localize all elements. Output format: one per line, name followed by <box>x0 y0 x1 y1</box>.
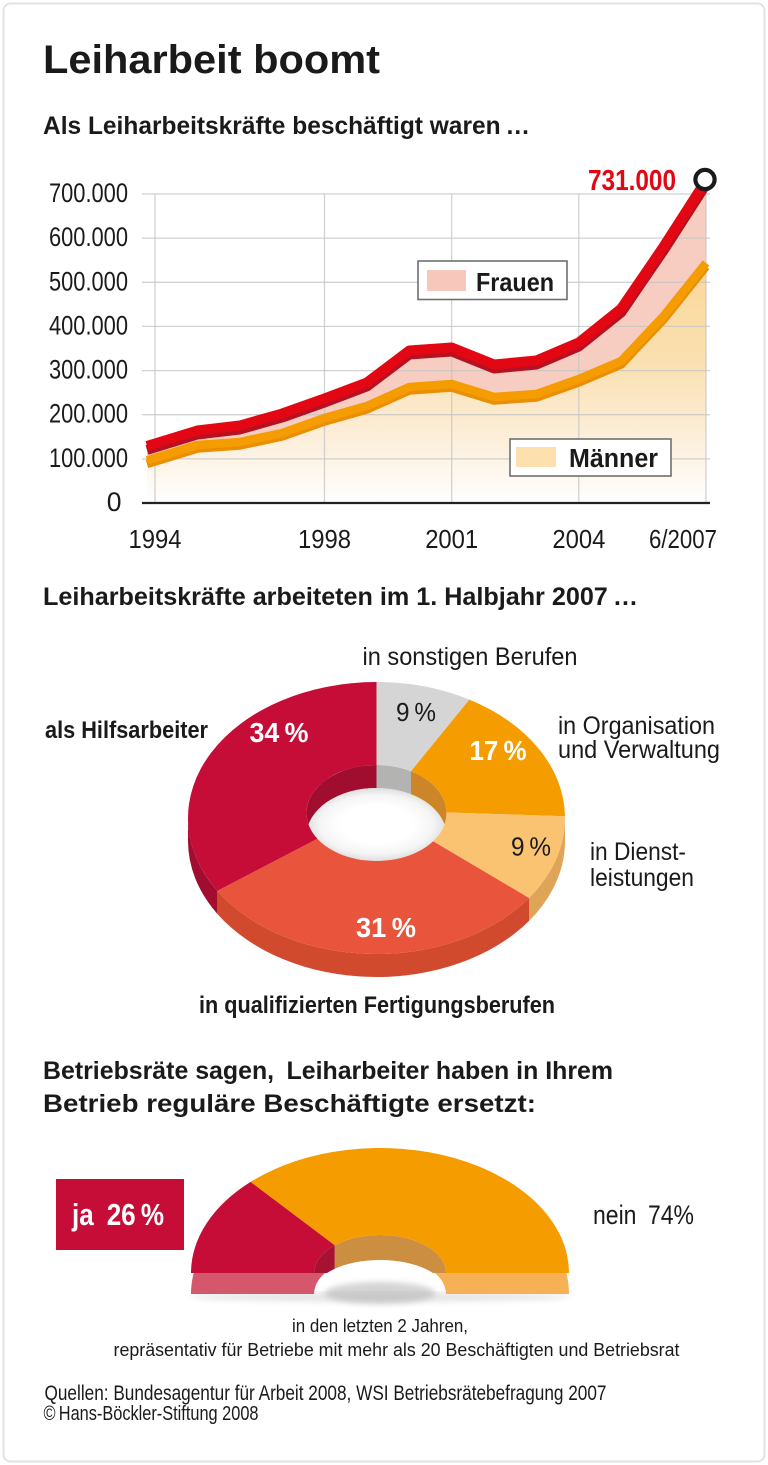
svg-text:1994: 1994 <box>129 526 182 554</box>
svg-text:repräsentativ für Betriebe mit: repräsentativ für Betriebe mit mehr als … <box>114 1340 680 1360</box>
svg-text:31 %: 31 % <box>356 912 416 943</box>
svg-text:in sonstigen Berufen: in sonstigen Berufen <box>363 643 578 671</box>
svg-text:Betriebsräte sagen, Leiharbeit: Betriebsräte sagen, Leiharbeiter haben i… <box>43 1057 613 1085</box>
svg-text:und Verwaltung: und Verwaltung <box>558 736 720 764</box>
svg-text:17 %: 17 % <box>470 735 527 766</box>
svg-text:1998: 1998 <box>298 526 351 554</box>
svg-text:in Organisation: in Organisation <box>558 712 715 740</box>
svg-text:Frauen: Frauen <box>476 267 554 297</box>
svg-text:9 %: 9 % <box>396 697 436 727</box>
svg-text:Betrieb reguläre Beschäftigte: Betrieb reguläre Beschäftigte ersetzt: <box>43 1090 536 1118</box>
svg-text:600.000: 600.000 <box>49 222 128 252</box>
svg-text:731.000: 731.000 <box>588 165 676 197</box>
svg-text:700.000: 700.000 <box>49 178 128 208</box>
svg-text:34 %: 34 % <box>250 717 309 748</box>
svg-text:Leiharbeitskräfte arbeiteten i: Leiharbeitskräfte arbeiteten im 1. Halbj… <box>43 583 638 611</box>
svg-text:2004: 2004 <box>552 526 605 554</box>
svg-text:0: 0 <box>107 487 122 517</box>
svg-text:9 %: 9 % <box>511 832 551 862</box>
svg-text:300.000: 300.000 <box>49 355 128 385</box>
svg-text:400.000: 400.000 <box>49 310 128 340</box>
svg-text:Quellen: Bundesagentur für Arb: Quellen: Bundesagentur für Arbeit 2008, … <box>45 1382 607 1405</box>
svg-text:500.000: 500.000 <box>49 266 128 296</box>
svg-text:in qualifizierten Fertigungsbe: in qualifizierten Fertigungsberufen <box>199 992 555 1019</box>
svg-text:2001: 2001 <box>425 526 478 554</box>
svg-text:Leiharbeit boomt: Leiharbeit boomt <box>43 38 380 82</box>
svg-text:© Hans-Böckler-Stiftung 2008: © Hans-Böckler-Stiftung 2008 <box>44 1402 259 1425</box>
svg-text:100.000: 100.000 <box>49 443 128 473</box>
svg-text:in den letzten 2 Jahren,: in den letzten 2 Jahren, <box>292 1316 468 1336</box>
svg-text:in Dienst-: in Dienst- <box>590 838 686 866</box>
svg-text:200.000: 200.000 <box>49 399 128 429</box>
svg-text:6/2007: 6/2007 <box>649 526 717 554</box>
svg-text:Männer: Männer <box>569 445 658 473</box>
svg-text:ja 26 %: ja 26 % <box>71 1197 164 1232</box>
svg-text:leistungen: leistungen <box>590 864 694 892</box>
svg-text:Als Leiharbeitskräfte beschäft: Als Leiharbeitskräfte beschäftigt waren … <box>43 112 530 140</box>
svg-text:nein 74%: nein 74% <box>593 1200 694 1230</box>
svg-text:als Hilfsarbeiter: als Hilfsarbeiter <box>45 717 208 744</box>
